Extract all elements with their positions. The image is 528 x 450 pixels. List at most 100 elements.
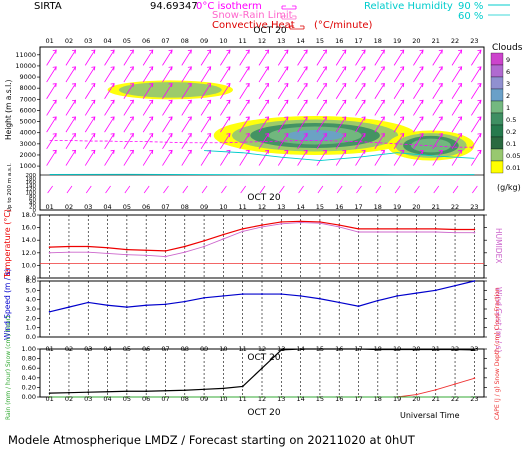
colorbar-swatch bbox=[490, 100, 504, 114]
wind-arrow-head bbox=[129, 83, 134, 88]
wind-arrow-head bbox=[342, 83, 347, 88]
hour-tick-label: 07 bbox=[161, 203, 169, 211]
wind-arrow-head bbox=[168, 83, 173, 88]
wind-arrow bbox=[220, 100, 231, 116]
series-point bbox=[280, 221, 283, 223]
wind-arrow bbox=[181, 83, 192, 99]
y-tick-label: 12.0 bbox=[22, 249, 36, 257]
wind-arrow bbox=[181, 133, 192, 150]
wind-arrow bbox=[258, 150, 269, 166]
wind-arrow-head bbox=[110, 133, 115, 138]
y-tick-label: 0.0 bbox=[26, 333, 36, 341]
wind-arrow bbox=[46, 49, 57, 66]
series-point bbox=[280, 396, 283, 398]
wind-arrow bbox=[471, 150, 482, 166]
temperature-panel: 8.0 10.0 12.0 14.0 16.0 18.0 Temperature (°C)… bbox=[3, 209, 503, 282]
hour-tick-label: 04 bbox=[103, 395, 111, 403]
colorbar-swatch bbox=[490, 136, 504, 150]
wind-arrow-head bbox=[245, 66, 250, 71]
wind-arrow-head bbox=[91, 49, 96, 54]
wind-arrow bbox=[355, 83, 366, 99]
wind-arrow bbox=[335, 49, 347, 66]
wind-arrow-head bbox=[187, 49, 192, 54]
wind-arrow bbox=[432, 100, 443, 116]
wind-arrow-head bbox=[52, 66, 57, 71]
wind-arrow bbox=[335, 83, 347, 99]
wind-arrow bbox=[84, 49, 96, 66]
wind-arrow bbox=[181, 150, 192, 166]
wind-arrow-head bbox=[380, 149, 385, 154]
wind-arrow bbox=[316, 100, 327, 116]
wind-arrow-head bbox=[438, 133, 443, 138]
wind-arrow-head bbox=[226, 49, 231, 54]
wind-arrow-low bbox=[472, 185, 478, 194]
colorbar-swatch bbox=[490, 76, 504, 90]
wind-arrow-head bbox=[110, 83, 115, 88]
humidex-label: HUMIDEX bbox=[494, 228, 503, 263]
series-point bbox=[454, 396, 456, 398]
series-point bbox=[125, 306, 128, 309]
wind-arrow-head bbox=[187, 149, 192, 154]
wind-arrow bbox=[200, 150, 212, 166]
wind-arrow bbox=[374, 83, 385, 99]
wind-arrow bbox=[355, 66, 366, 83]
colorbar-label: 2 bbox=[506, 92, 510, 100]
hour-tick-label: 21 bbox=[432, 203, 440, 211]
hour-tick-label: 03 bbox=[84, 395, 92, 403]
hour-tick-label: 17 bbox=[354, 203, 362, 211]
series-point bbox=[473, 377, 476, 380]
hour-tick-label: 05 bbox=[123, 395, 131, 403]
wind-arrow-head bbox=[187, 83, 192, 88]
colorbar-swatch bbox=[490, 52, 504, 66]
wind-arrow bbox=[451, 49, 462, 66]
wind-arrow bbox=[220, 66, 231, 83]
y-tick-label: 0.20 bbox=[22, 383, 36, 391]
hour-tick-label: 15 bbox=[316, 395, 324, 403]
wind-arrow bbox=[432, 66, 443, 83]
wind-arrow bbox=[104, 150, 115, 166]
wind-arrow-low bbox=[317, 185, 324, 194]
wind-arrow bbox=[277, 116, 289, 133]
precip-ylabel-right: CAPE (J / g) Snow Depth (cm) Cloud Fract… bbox=[494, 287, 501, 420]
wind-arrow-low bbox=[105, 185, 111, 194]
hour-tick-label: 10 bbox=[219, 395, 227, 403]
series-point bbox=[396, 348, 399, 351]
y-tick-label: 10.0 bbox=[22, 261, 36, 269]
hour-tick-label: 18 bbox=[374, 203, 382, 211]
series-point bbox=[164, 389, 167, 392]
series-point bbox=[87, 396, 90, 398]
series-point bbox=[396, 396, 399, 398]
wind-arrow-head bbox=[477, 49, 482, 54]
wind-arrow bbox=[451, 150, 462, 166]
wind-arrow bbox=[84, 83, 96, 99]
y-tick-label: 5.0 bbox=[26, 286, 36, 294]
series-point bbox=[357, 305, 360, 308]
wind-arrow bbox=[413, 100, 424, 116]
wind-arrow-head bbox=[187, 116, 192, 121]
wind-arrow-head bbox=[52, 133, 57, 138]
wind-arrow bbox=[220, 116, 231, 133]
legend-conv-swatch bbox=[289, 25, 305, 30]
wind-arrow-head bbox=[458, 149, 463, 154]
wind-arrow-head bbox=[361, 83, 366, 88]
series-point bbox=[183, 251, 186, 254]
wind-arrow bbox=[181, 49, 192, 66]
wind-arrow-low bbox=[452, 185, 459, 194]
legend-conv-unit: (°C/minute) bbox=[314, 20, 373, 31]
wind-arrow bbox=[84, 66, 96, 83]
legend-isotherm-swatch bbox=[281, 5, 297, 10]
wind-arrow-head bbox=[149, 83, 154, 88]
wind-arrow bbox=[65, 116, 76, 133]
wind-arrow bbox=[335, 116, 347, 133]
wind-arrow-head bbox=[322, 149, 327, 154]
temperature-ylabel: Temperature (°C) bbox=[3, 209, 12, 279]
colorbar-label: 0.05 bbox=[506, 152, 520, 160]
cloud-y-tick-label: 3000 bbox=[19, 140, 36, 148]
series-point bbox=[68, 391, 70, 394]
series-point bbox=[280, 222, 283, 225]
wind-arrow-head bbox=[284, 116, 289, 121]
series-point bbox=[434, 289, 437, 292]
series-point bbox=[68, 251, 70, 254]
wind-arrow bbox=[220, 133, 231, 150]
wind-arrow-head bbox=[245, 83, 250, 88]
